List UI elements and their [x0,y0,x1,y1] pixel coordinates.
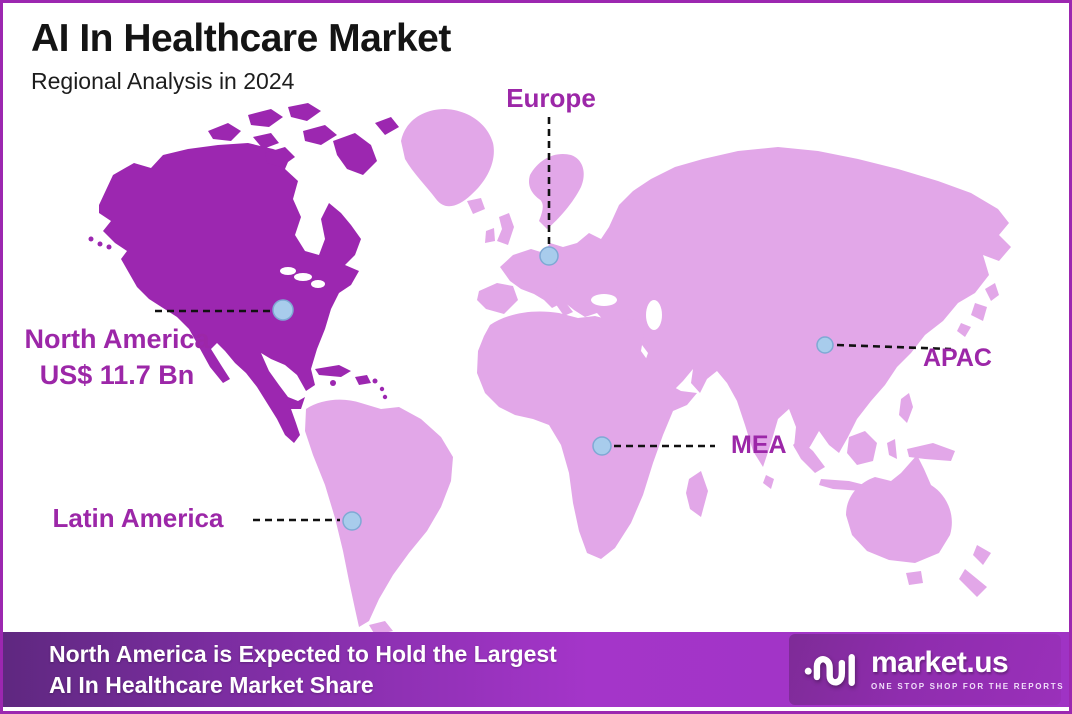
header: AI In Healthcare Market Regional Analysi… [31,17,451,95]
brand-logo: market.us ONE STOP SHOP FOR THE REPORTS [789,634,1065,705]
leader-lines [155,117,952,522]
region-label-europe: Europe [506,83,596,113]
banner-line-2: AI In Healthcare Market Share [49,671,374,698]
banner-line-1: North America is Expected to Hold the La… [49,641,557,668]
logo-tagline: ONE STOP SHOP FOR THE REPORTS [871,682,1065,691]
region-label-north-america: North America US$ 11.7 Bn [17,323,217,392]
region-value-north-america: US$ 11.7 Bn [39,360,195,391]
marker-mea [592,436,612,456]
region-label-north-america-name: North America [24,324,210,354]
region-markers [272,246,834,531]
land-other-regions [305,109,1011,635]
region-label-mea: MEA [731,431,787,459]
land-north-america-highlight [88,103,399,443]
bottom-banner: North America is Expected to Hold the La… [3,632,1069,707]
banner-text: North America is Expected to Hold the La… [49,639,557,700]
page-title: AI In Healthcare Market [31,17,451,60]
page-subtitle: Regional Analysis in 2024 [31,67,295,94]
wave-logo-icon [804,653,855,686]
logo-text-block: market.us ONE STOP SHOP FOR THE REPORTS [871,646,1065,692]
region-label-apac: APAC [923,344,992,372]
marker-latin-america [342,511,362,531]
marker-apac [816,336,834,354]
inland-water [280,267,662,330]
world-map [88,103,1011,635]
marker-europe [539,246,559,266]
region-label-latin-america: Latin America [52,503,224,533]
marker-north-america [272,299,294,321]
logo-name: market.us [871,646,1009,679]
